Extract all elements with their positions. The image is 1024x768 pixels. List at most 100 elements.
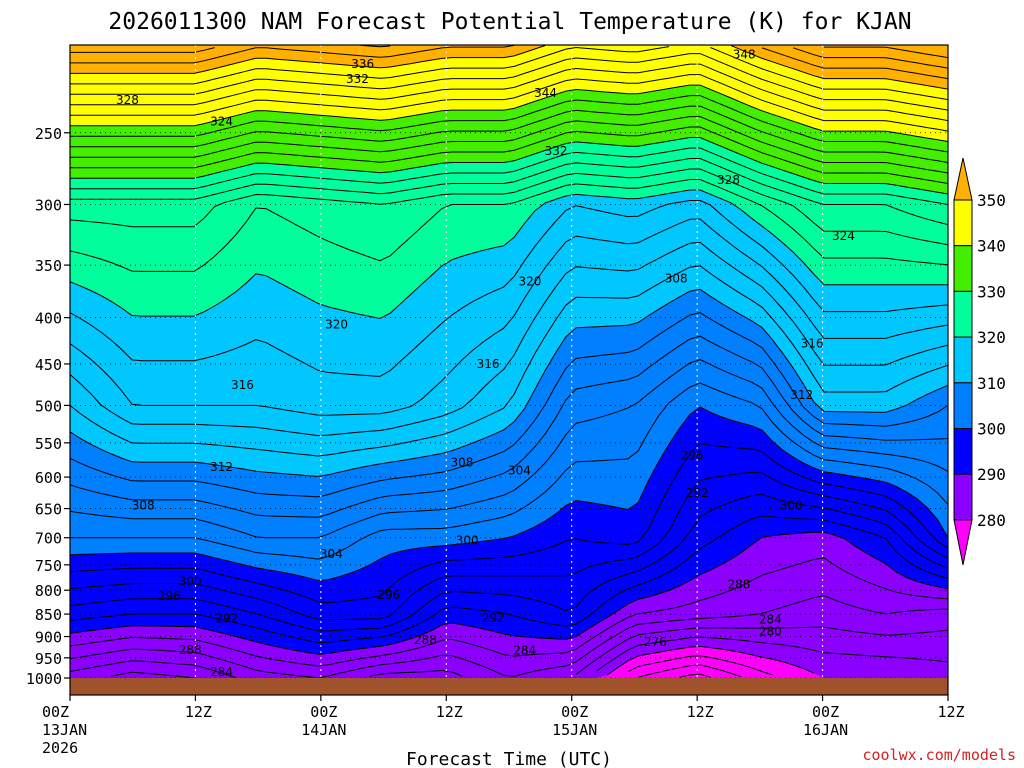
chart-title: 2026011300 NAM Forecast Potential Temper… [108, 9, 911, 35]
contour-322 [70, 179, 948, 272]
contour-310 [70, 288, 948, 477]
contour-label: 296 [377, 588, 400, 602]
contour-label-text: 324 [210, 115, 233, 129]
y-tick-label: 600 [35, 469, 62, 487]
contour-346 [70, 53, 948, 111]
contour-label: 284 [210, 665, 233, 679]
contour-276 [637, 664, 742, 678]
contour-label-text: 276 [644, 635, 667, 649]
y-axis: 250 300 350 400 450 500 550 600 650 700 750 800 850 9… [26, 125, 70, 688]
contour-label: 316 [801, 336, 824, 350]
contour-label-text: 344 [534, 86, 557, 100]
colorbar-label: 290 [977, 465, 1006, 484]
contour-label: 328 [717, 173, 740, 187]
contour-label-text: 284 [210, 665, 233, 679]
colorbar-label: 350 [977, 191, 1006, 210]
contour-326 [70, 158, 948, 226]
contour-label: 296 [680, 449, 703, 463]
x-tick-label: 12Z [937, 703, 964, 721]
contour-350 [70, 45, 948, 90]
contour-label-text: 292 [686, 486, 709, 500]
contour-label-text: 288 [179, 643, 202, 657]
contour-label: 332 [545, 144, 568, 158]
contour-308 [70, 312, 948, 498]
contour-304 [70, 359, 948, 539]
contour-label: 332 [346, 72, 369, 86]
contour-label-text: 304 [320, 547, 343, 561]
contour-label-text: 308 [665, 271, 688, 285]
contour-332 [70, 126, 948, 184]
contour-label: 288 [179, 643, 202, 657]
y-tick-label: 650 [35, 501, 62, 519]
contour-label-text: 304 [508, 463, 531, 477]
contour-label: 308 [665, 271, 688, 285]
contour-label: 324 [210, 115, 233, 129]
colorbar-label: 310 [977, 374, 1006, 393]
y-tick-label: 450 [35, 356, 62, 374]
x-tick-label: 12Z [185, 703, 212, 721]
contour-label-text: 320 [518, 275, 541, 289]
contour-label-text: 324 [832, 229, 855, 243]
contour-label: 320 [518, 275, 541, 289]
contour-label-text: 296 [377, 588, 400, 602]
colorbar-label: 280 [977, 511, 1006, 530]
contour-274 [679, 673, 711, 678]
contour-label-text: 300 [780, 499, 803, 513]
contour-label: 292 [686, 486, 709, 500]
band-350 [70, 45, 948, 90]
contour-label: 308 [451, 455, 474, 469]
y-tick-label: 500 [35, 397, 62, 415]
contour-label-text: 316 [477, 357, 500, 371]
contour-284 [70, 626, 948, 678]
y-tick-label: 400 [35, 310, 62, 328]
contour-label-text: 332 [346, 72, 369, 86]
colorbar-label: 330 [977, 282, 1006, 301]
contour-306 [70, 335, 948, 518]
contour-label: 316 [231, 378, 254, 392]
colorbar: 350 340 330 320 310 300 290 280 [953, 157, 1006, 565]
contour-label: 312 [210, 460, 233, 474]
y-tick-label: 300 [35, 196, 62, 214]
contour-label: 308 [132, 499, 155, 513]
y-tick-label: 550 [35, 435, 62, 453]
contour-282 [111, 636, 948, 678]
colorbar-segment [953, 290, 973, 338]
contour-label-text: 308 [132, 499, 155, 513]
colorbar-segment [953, 473, 973, 521]
contour-label-text: 312 [790, 388, 813, 402]
credit-text[interactable]: coolwx.com/models [862, 746, 1016, 764]
contour-324 [70, 168, 948, 246]
contour-label-text: 280 [759, 624, 782, 638]
contour-label: 288 [414, 633, 437, 647]
contour-label: 324 [832, 229, 855, 243]
colorbar-top-arrow [953, 157, 973, 201]
contour-label-text: 300 [179, 574, 202, 588]
contour-288 [70, 557, 948, 667]
contour-298 [70, 443, 948, 604]
colorbar-label: 340 [977, 237, 1006, 256]
colorbar-label: 320 [977, 328, 1006, 347]
x-tick-label: 00Z [42, 703, 69, 721]
contour-label: 336 [351, 57, 374, 71]
contour-label-text: 336 [351, 57, 374, 71]
contour-label-text: 316 [231, 378, 254, 392]
contour-label-text: 284 [759, 613, 782, 627]
x-tick-label: 00Z [812, 703, 839, 721]
colorbar-segment [953, 245, 973, 292]
colorbar-bottom-arrow [953, 519, 973, 565]
contour-label-text: 292 [482, 611, 505, 625]
contour-label-text: 292 [215, 612, 238, 626]
contour-290 [70, 531, 948, 655]
ground-bar [70, 678, 948, 695]
y-tick-label: 850 [35, 606, 62, 624]
contour-label: 284 [759, 613, 782, 627]
contour-label-text: 288 [414, 633, 437, 647]
plot-area [70, 45, 948, 678]
contour-296 [70, 471, 948, 621]
colorbar-segment [953, 199, 973, 247]
contour-286 [70, 595, 948, 678]
x-tick-label: 16JAN [803, 721, 848, 739]
contour-label: 304 [320, 547, 343, 561]
colorbar-segment [953, 336, 973, 384]
